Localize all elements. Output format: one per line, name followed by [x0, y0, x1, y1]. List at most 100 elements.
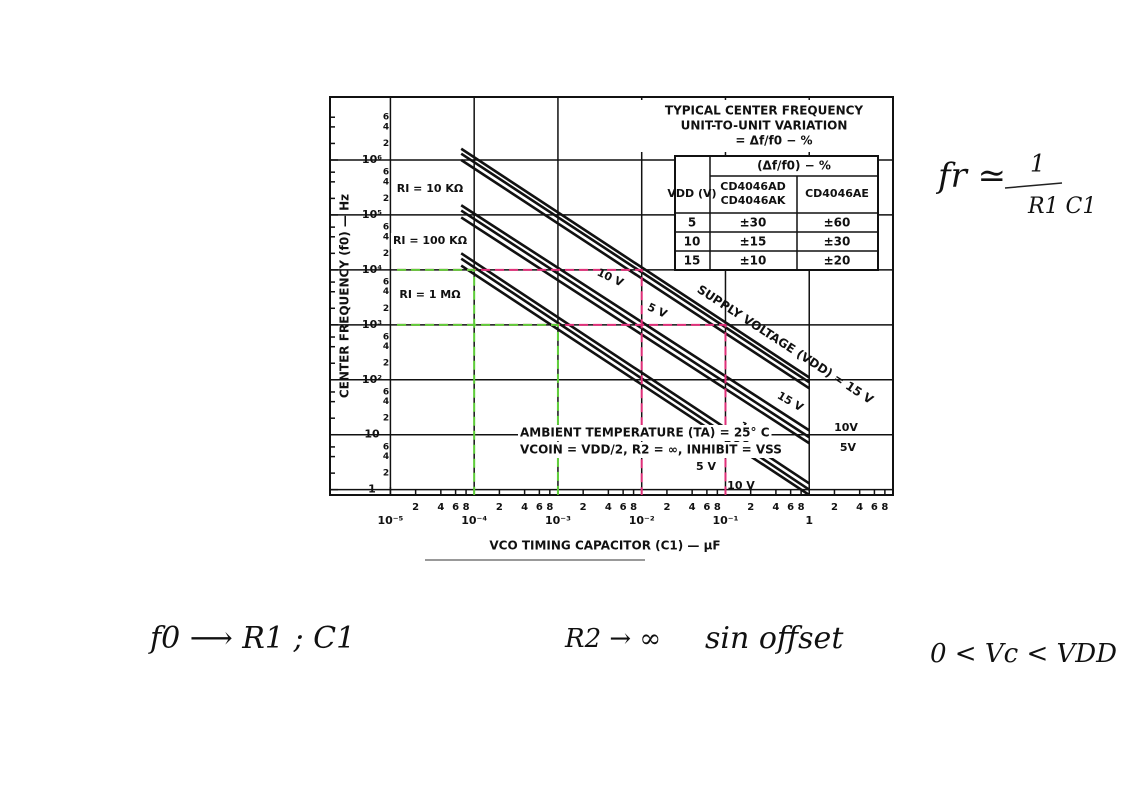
x-tick-label: 6	[452, 502, 459, 513]
y-tick-label: 2	[383, 194, 389, 204]
x-tick-label: 4	[437, 502, 444, 513]
y-tick-label: 6	[383, 333, 389, 343]
x-tick-label: 10⁻¹	[713, 514, 739, 527]
annotation: RI = 10 KΩ	[397, 182, 464, 195]
x-tick-label: 4	[689, 502, 696, 513]
y-tick-label: 6	[383, 387, 389, 397]
x-tick-label: 6	[620, 502, 627, 513]
notes: fr ≃ 1 R1 C1 f0 ⟶ R1 ; C1 R2 → ∞ sin offset 0 …	[148, 150, 1117, 670]
y-tick-label: 2	[383, 249, 389, 259]
x-tick-label: 4	[856, 502, 863, 513]
guide-line	[397, 268, 476, 495]
y-tick-label: 10³	[362, 318, 382, 331]
table-cell: 10	[684, 235, 701, 249]
annotation: 5V	[840, 441, 857, 454]
x-tick-label: 8	[546, 502, 553, 513]
y-tick-label: 6	[383, 278, 389, 288]
table-bg	[640, 100, 890, 152]
x-tick-label: 4	[605, 502, 612, 513]
plot-frame	[329, 96, 894, 496]
y-tick-label: 6	[383, 223, 389, 233]
x-tick-label: 10⁻⁵	[377, 514, 403, 527]
x-tick-label: 8	[798, 502, 805, 513]
y-tick-label: 4	[383, 397, 389, 407]
x-axis-label: VCO TIMING CAPACITOR (C1) — μF	[489, 539, 720, 553]
x-tick-label: 2	[412, 502, 419, 513]
y-tick-label: 4	[383, 287, 389, 297]
table-header: CD4046AD	[720, 180, 785, 193]
table-header: (Δf/f0) − %	[757, 159, 831, 173]
series-line	[460, 147, 810, 379]
table-title: TYPICAL CENTER FREQUENCY	[665, 104, 864, 118]
table-cell: ±30	[740, 216, 767, 230]
handwritten-note: R2 → ∞	[564, 624, 661, 654]
table: TYPICAL CENTER FREQUENCY UNIT-TO-UNIT VA…	[640, 100, 890, 271]
table-header: VDD (V)	[667, 187, 716, 200]
x-tick-label: 2	[747, 502, 754, 513]
x-tick-label: 4	[772, 502, 779, 513]
x-tick-label: 6	[787, 502, 794, 513]
table-title: = Δf/f0 − %	[735, 134, 812, 148]
annotation-bg	[390, 233, 470, 249]
y-tick-label: 10⁴	[362, 263, 382, 276]
annotation-bg	[518, 425, 772, 441]
y-tick-label: 4	[383, 177, 389, 187]
y-axis-label: CENTER FREQUENCY (f0) — Hz	[338, 194, 352, 398]
annotation: AMBIENT TEMPERATURE (TA) = 25° C	[520, 426, 770, 440]
x-tick-label: 6	[703, 502, 710, 513]
y-tick-label: 1	[368, 483, 376, 496]
x-tick-label: 8	[630, 502, 637, 513]
annotation: RI = 100 KΩ	[393, 234, 468, 247]
series-line	[460, 216, 810, 445]
y-tick-label: 10⁶	[362, 153, 382, 166]
y-tick-label: 2	[383, 469, 389, 479]
x-tick-label: 6	[536, 502, 543, 513]
handwritten-note: f0 ⟶ R1 ; C1	[148, 621, 355, 656]
y-tick-label: 6	[383, 113, 389, 123]
x-tick-label: 6	[871, 502, 878, 513]
handwritten-note: 1	[1030, 150, 1045, 178]
fraction-bar	[1004, 182, 1063, 189]
table-cell: ±30	[824, 235, 851, 249]
x-tick-label: 2	[580, 502, 587, 513]
annotation-bg	[397, 287, 463, 303]
annotation: VCOIN = VDD/2, R2 = ∞, INHIBIT = VSS	[520, 443, 782, 457]
series-line	[460, 204, 810, 432]
table-cell: ±15	[740, 235, 767, 249]
table-cell: ±20	[824, 254, 851, 268]
x-tick-label: 10⁻³	[545, 514, 571, 527]
annotation-bg	[394, 181, 466, 197]
annotation: 10 V	[727, 479, 755, 492]
table-cell: 5	[688, 216, 696, 230]
table-header: CD4046AE	[805, 187, 869, 200]
guide-line	[397, 268, 643, 495]
y-tick-label: 2	[383, 139, 389, 149]
x-tick-label: 2	[831, 502, 838, 513]
table-cell: ±10	[740, 254, 767, 268]
annotation: 5 V	[696, 460, 716, 473]
x-tick-label: 8	[881, 502, 888, 513]
table-cell: ±60	[824, 216, 851, 230]
table-cell: 15	[684, 254, 701, 268]
series-line	[460, 152, 810, 384]
y-tick-label: 2	[383, 359, 389, 369]
y-tick-label: 10⁵	[362, 208, 382, 221]
table-title: UNIT-TO-UNIT VARIATION	[681, 119, 848, 133]
y-tick-label: 2	[383, 304, 389, 314]
y-tick-label: 4	[383, 122, 389, 132]
y-tick-label: 6	[383, 442, 389, 452]
annotation: RI = 1 MΩ	[399, 288, 461, 301]
table-header: CD4046AK	[721, 194, 786, 207]
handwritten-note: 0 < Vc < VDD	[930, 639, 1117, 669]
annotation-bg	[518, 442, 784, 458]
y-tick-label: 2	[383, 414, 389, 424]
y-tick-label: 10²	[362, 373, 382, 386]
y-tick-label: 4	[383, 452, 389, 462]
x-tick-label: 2	[496, 502, 503, 513]
y-tick-label: 6	[383, 168, 389, 178]
annotation: 10V	[834, 421, 858, 434]
series-line	[460, 158, 810, 390]
y-tick-label: 4	[383, 232, 389, 242]
